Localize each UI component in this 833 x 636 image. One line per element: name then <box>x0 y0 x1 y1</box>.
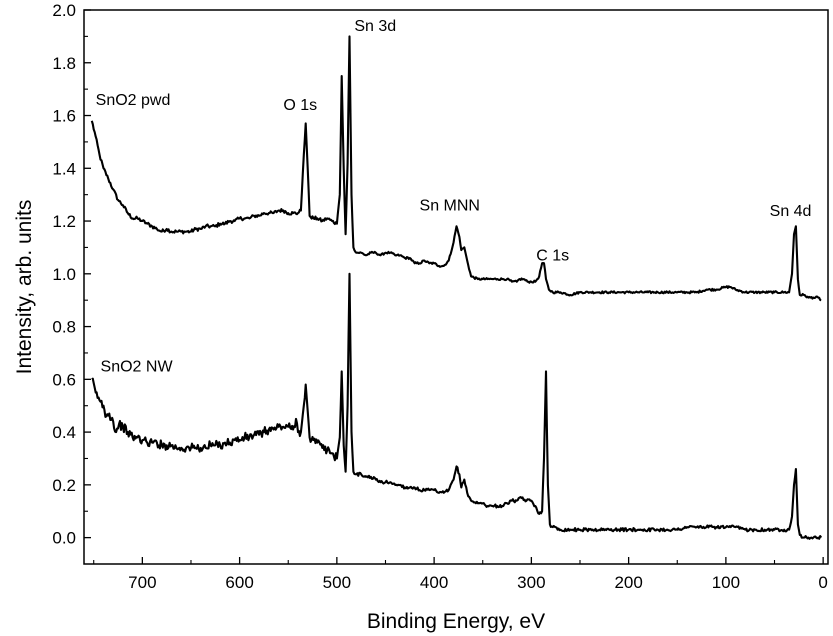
y-tick-label: 1.2 <box>52 212 76 231</box>
y-tick-label: 1.0 <box>52 265 76 284</box>
x-tick-label: 400 <box>420 573 448 592</box>
x-tick-label: 500 <box>323 573 351 592</box>
y-tick-label: 1.4 <box>52 159 76 178</box>
x-tick-label: 100 <box>712 573 740 592</box>
x-tick-label: 300 <box>517 573 545 592</box>
series-group <box>90 35 823 540</box>
x-tick-label: 0 <box>818 573 827 592</box>
y-tick-label: 0.0 <box>52 529 76 548</box>
y-tick-label: 1.6 <box>52 107 76 126</box>
plot-frame <box>83 9 829 565</box>
y-tick-label: 0.6 <box>52 370 76 389</box>
x-axis-ticks: 700 600 500 400 300 200 100 0 <box>93 557 828 592</box>
peak-annotation: Sn 3d <box>354 18 396 35</box>
y-tick-label: 0.8 <box>52 318 76 337</box>
y-tick-label: 1.8 <box>52 54 76 73</box>
y-tick-label: 0.4 <box>52 423 76 442</box>
spectrum-line-sno2-nw <box>91 272 823 540</box>
x-tick-label: 600 <box>225 573 253 592</box>
peak-annotation: C 1s <box>536 248 569 265</box>
peak-annotation: Sn 4d <box>770 203 812 220</box>
peak-annotation: O 1s <box>283 97 317 114</box>
spectrum-line-sno2-pwd <box>90 35 822 302</box>
annotations-group: SnO2 pwd O 1s Sn 3d Sn MNN C 1s Sn 4d SnO2 NW <box>96 18 812 375</box>
y-axis-ticks: 0.0 0.2 0.4 0.6 0.8 1.0 1.2 1.4 1.6 1.8 2.0 <box>52 1 91 548</box>
peak-annotation: SnO2 NW <box>101 358 174 375</box>
peak-annotation: Sn MNN <box>420 197 480 214</box>
x-axis-title: Binding Energy, eV <box>367 610 545 633</box>
peak-annotation: SnO2 pwd <box>96 92 171 109</box>
y-axis-title: Intensity, arb. units <box>13 200 36 375</box>
y-tick-label: 0.2 <box>52 476 76 495</box>
x-tick-label: 700 <box>128 573 156 592</box>
x-tick-label: 200 <box>614 573 642 592</box>
y-tick-label: 2.0 <box>52 1 76 20</box>
